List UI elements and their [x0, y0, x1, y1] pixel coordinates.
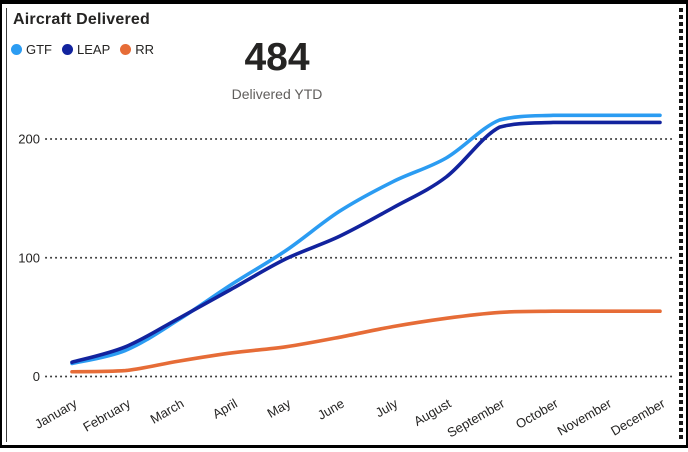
x-axis-label-april: April — [210, 396, 240, 422]
x-axis-label-august: August — [411, 395, 454, 428]
legend-item-leap[interactable]: LEAP — [62, 42, 110, 57]
legend-item-rr[interactable]: RR — [120, 42, 154, 57]
x-axis-label-november: November — [555, 395, 615, 438]
inner-left-border — [6, 8, 7, 442]
y-axis-tick-label: 0 — [33, 369, 40, 384]
legend-label-gtf: GTF — [26, 42, 52, 57]
series-line-gtf[interactable] — [70, 113, 662, 366]
legend-label-rr: RR — [135, 42, 155, 57]
kpi-label: Delivered YTD — [231, 85, 323, 102]
legend-dot-leap-icon — [62, 44, 73, 55]
series-line-leap[interactable] — [70, 120, 662, 365]
kpi-card: 484 Delivered YTD — [157, 36, 397, 102]
kpi-value: 484 — [244, 36, 310, 79]
y-axis-tick-label: 100 — [18, 250, 40, 265]
selection-dashed-border — [679, 8, 683, 442]
legend-dot-gtf-icon — [11, 44, 22, 55]
x-axis-label-may: May — [265, 395, 294, 421]
legend-dot-rr-icon — [120, 44, 132, 55]
line-chart-plot-area[interactable]: 0 100 200 January February March April May June J… — [2, 4, 688, 452]
x-axis-label-february: February — [80, 395, 133, 434]
series-line-rr[interactable] — [70, 309, 662, 374]
chart-title: Aircraft Delivered — [13, 11, 150, 28]
x-axis-label-september: September — [445, 395, 508, 440]
x-axis-label-july: July — [373, 395, 401, 420]
x-axis-label-december: December — [608, 395, 668, 438]
legend: GTF LEAP RR — [11, 42, 154, 57]
x-axis-label-march: March — [148, 396, 187, 427]
x-axis-label-june: June — [315, 396, 347, 423]
y-axis-tick-label: 200 — [18, 132, 40, 147]
legend-label-leap: LEAP — [77, 42, 111, 57]
x-axis-label-january: January — [32, 395, 80, 431]
legend-item-gtf[interactable]: GTF — [11, 42, 52, 57]
